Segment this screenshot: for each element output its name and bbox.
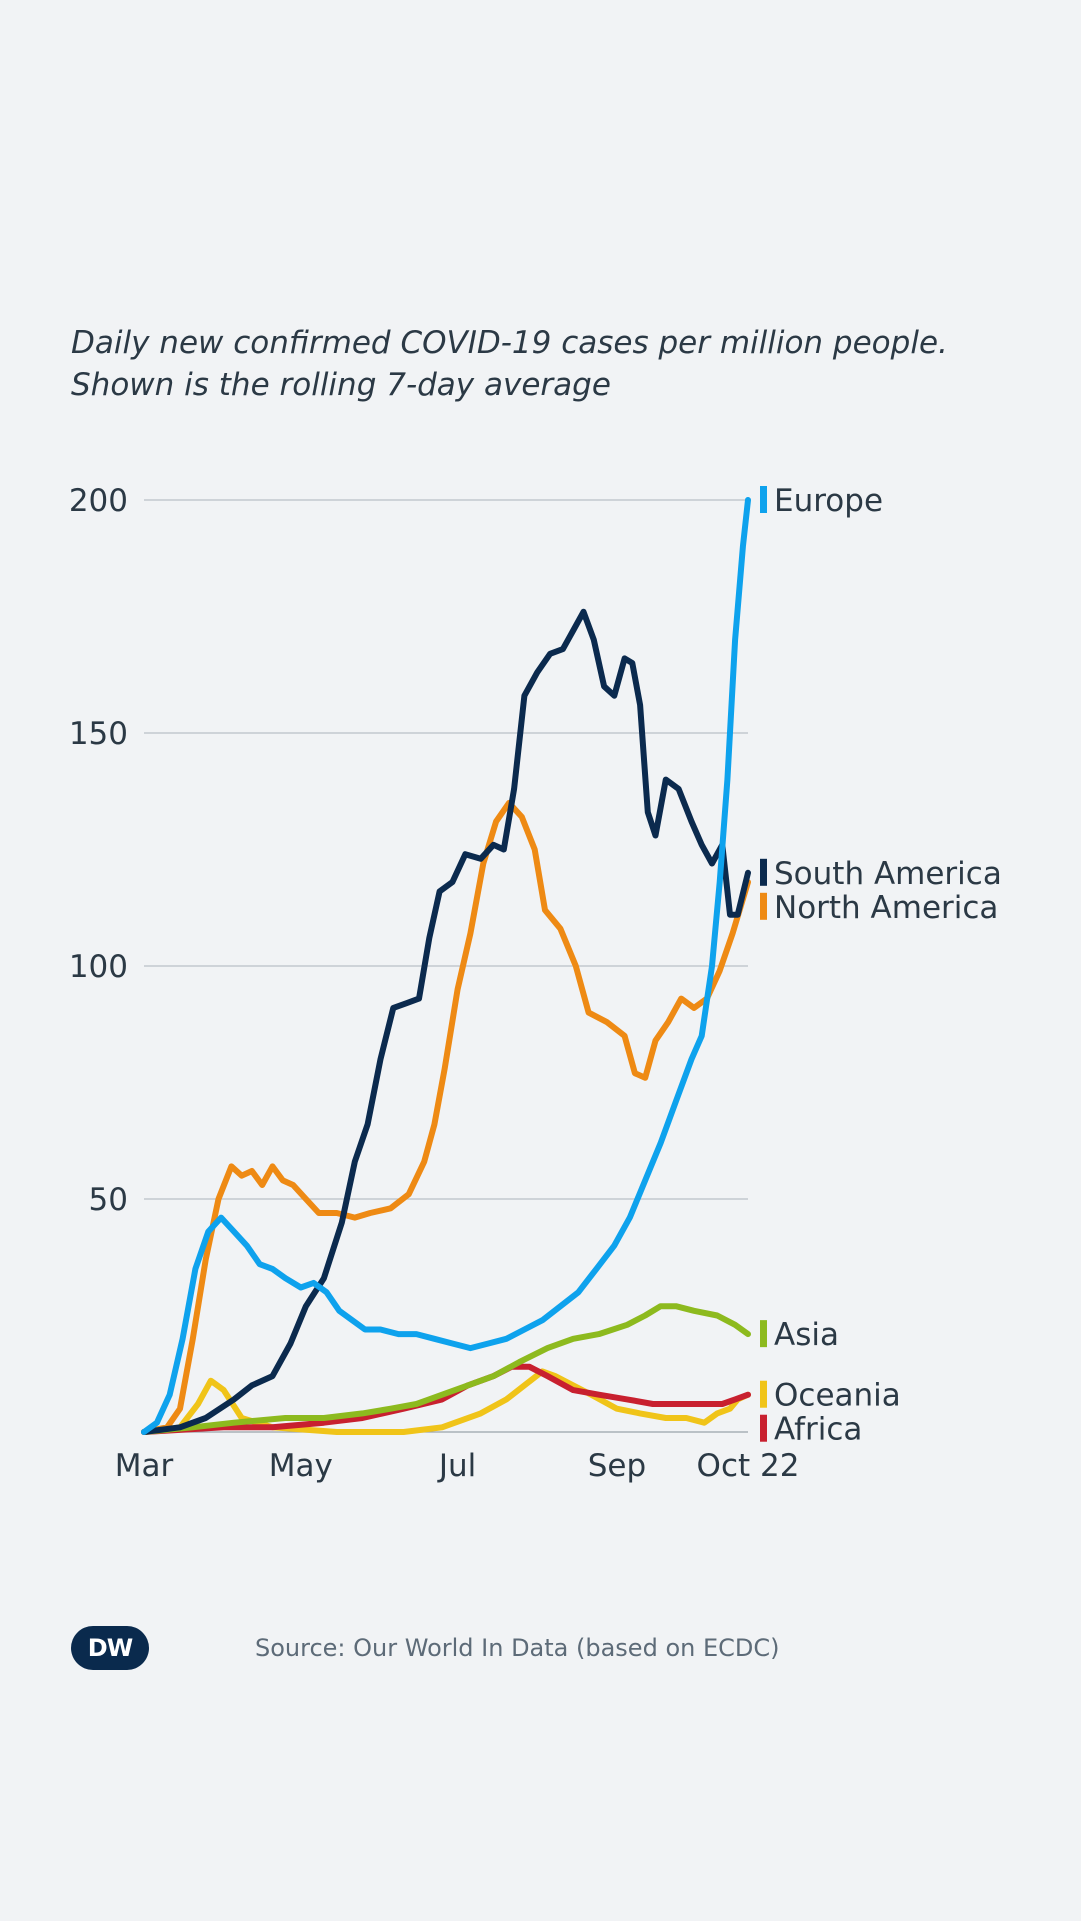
- legend-swatch-africa: [760, 1414, 767, 1442]
- dw-logo: DW: [71, 1626, 149, 1670]
- legend-label-europe: Europe: [774, 483, 883, 519]
- x-tick-label-sep: Sep: [588, 1448, 646, 1484]
- footer: DW Source: Our World In Data (based on E…: [71, 1626, 779, 1670]
- line-chart: 50 100 150 200 Mar May Jul Sep Oct 22 Europe Sou…: [69, 483, 1002, 1484]
- y-axis-ticks: 50 100 150 200: [69, 483, 128, 1218]
- grid-lines: [144, 499, 748, 1433]
- series-lines: [141, 497, 751, 1435]
- legend-label-north-america: North America: [774, 890, 998, 926]
- legend-label-south-america: South America: [774, 856, 1002, 892]
- series-line-europe: [141, 497, 751, 1435]
- chart-subtitle: Daily new confirmed COVID-19 cases per m…: [71, 322, 1051, 406]
- dw-logo-text: DW: [87, 1634, 133, 1662]
- legend-swatch-south-america: [760, 858, 767, 886]
- legend-swatch-oceania: [760, 1380, 767, 1408]
- y-tick-label-50: 50: [89, 1182, 128, 1218]
- series-line-north-america: [141, 799, 751, 1435]
- source-note: Source: Our World In Data (based on ECDC…: [255, 1634, 780, 1662]
- legend-swatch-europe: [760, 486, 767, 513]
- legend-swatch-north-america: [760, 892, 767, 920]
- x-tick-label-oct-22: Oct 22: [697, 1448, 800, 1484]
- legend-label-oceania: Oceania: [774, 1378, 901, 1414]
- subtitle-line-1: Daily new confirmed COVID-19 cases per m…: [71, 325, 948, 361]
- y-tick-label-100: 100: [69, 949, 128, 985]
- series-line-asia: [141, 1303, 751, 1435]
- y-tick-label-150: 150: [69, 716, 128, 752]
- legend-label-africa: Africa: [774, 1412, 862, 1448]
- legend-label-asia: Asia: [774, 1317, 839, 1353]
- series-line-oceania: [141, 1368, 751, 1435]
- x-axis-ticks: Mar May Jul Sep Oct 22: [115, 1448, 800, 1484]
- subtitle-line-2: Shown is the rolling 7-day average: [71, 367, 611, 403]
- x-tick-label-mar: Mar: [115, 1448, 174, 1484]
- y-tick-label-200: 200: [69, 483, 128, 519]
- x-tick-label-may: May: [269, 1448, 333, 1484]
- x-tick-label-jul: Jul: [437, 1448, 476, 1484]
- legend-swatch-asia: [760, 1320, 767, 1348]
- series-line-africa: [141, 1363, 751, 1435]
